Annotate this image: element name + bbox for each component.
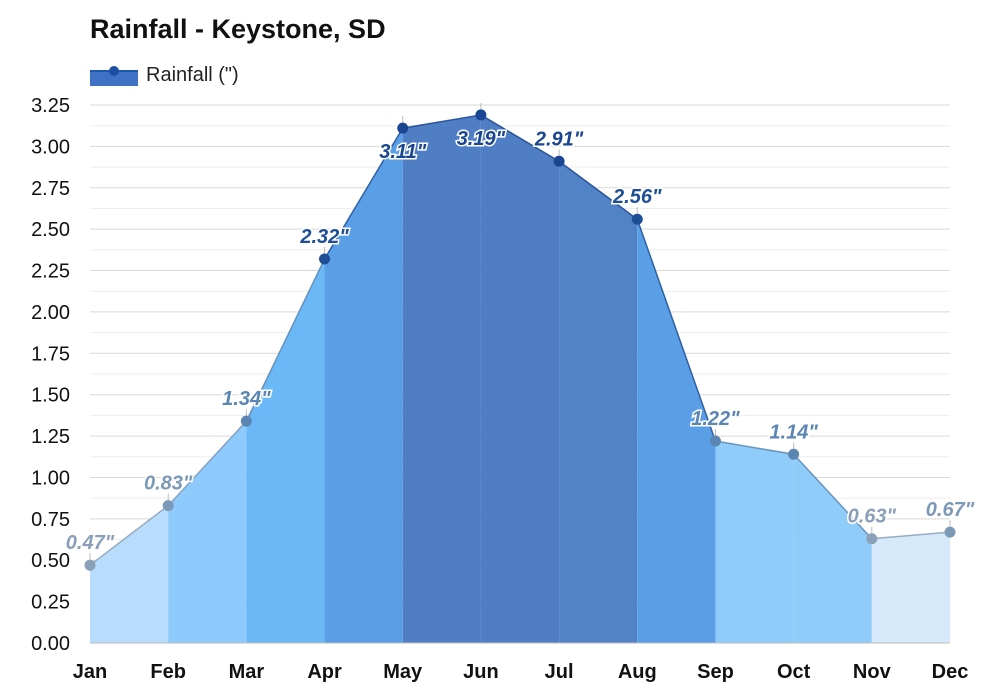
y-tick-label: 2.25 [31, 261, 70, 283]
area-segment-feb [168, 421, 247, 643]
line-segment-oct [793, 453, 873, 540]
data-label-aug: 2.56" [612, 186, 662, 208]
y-tick-label: 3.00 [31, 136, 70, 158]
area-segment-may [402, 114, 481, 643]
area-segment-oct [793, 454, 872, 643]
area-segment-sep [715, 441, 794, 643]
data-point-apr [319, 253, 331, 265]
data-label-jul: 2.91" [534, 128, 584, 150]
data-point-sep [709, 435, 721, 447]
data-point-mar [240, 415, 252, 427]
data-label-jan: 0.47" [66, 532, 115, 554]
legend[interactable]: Rainfall (") [90, 60, 239, 90]
data-point-may [397, 122, 409, 134]
y-tick-label: 0.25 [31, 592, 70, 614]
data-point-jun [475, 109, 487, 121]
area-segment-jan [90, 505, 169, 643]
legend-swatch-icon [90, 64, 138, 86]
x-tick-label-apr: Apr [307, 661, 342, 683]
y-tick-label: 2.75 [31, 178, 70, 200]
area-segment-aug [637, 219, 716, 643]
x-tick-label-sep: Sep [697, 661, 734, 683]
x-tick-label-dec: Dec [932, 661, 969, 683]
data-point-nov [866, 533, 878, 545]
data-point-oct [788, 448, 800, 460]
x-tick-label-nov: Nov [853, 661, 892, 683]
y-tick-label: 1.25 [31, 426, 70, 448]
line-segment-apr [323, 127, 404, 260]
chart-title: Rainfall - Keystone, SD [90, 14, 386, 44]
y-tick-label: 0.75 [31, 509, 70, 531]
line-segment-feb [167, 420, 247, 507]
data-point-dec [944, 526, 956, 538]
data-point-jul [553, 155, 565, 167]
data-label-oct: 1.14" [769, 421, 818, 443]
y-tick-label: 0.50 [31, 550, 70, 572]
x-tick-label-jul: Jul [545, 661, 574, 683]
y-tick-label: 1.75 [31, 343, 70, 365]
data-label-may: 3.11" [379, 141, 426, 163]
data-label-apr: 2.32" [299, 226, 349, 248]
data-label-dec: 0.67" [926, 499, 975, 521]
y-tick-label: 2.50 [31, 219, 70, 241]
line-segment-jul [558, 160, 638, 220]
area-segment-jul [559, 161, 638, 643]
line-segment-jun [480, 114, 560, 162]
line-segment-nov [871, 531, 951, 540]
data-label-mar: 1.34" [222, 388, 271, 410]
line-segment-may [402, 114, 482, 129]
data-point-feb [162, 500, 174, 512]
x-tick-label-jan: Jan [73, 661, 107, 683]
x-tick-label-feb: Feb [150, 661, 186, 683]
y-tick-label: 2.00 [31, 302, 70, 324]
x-tick-label-jun: Jun [463, 661, 499, 683]
line-segment-sep [715, 440, 794, 456]
area-segment-mar [246, 258, 325, 643]
data-label-feb: 0.83" [144, 473, 193, 495]
data-label-jun: 3.19" [457, 128, 506, 150]
data-label-nov: 0.63" [848, 506, 897, 528]
area-segment-nov [871, 532, 950, 643]
line-segment-aug [636, 218, 717, 442]
y-tick-label: 1.00 [31, 467, 70, 489]
data-point-aug [631, 213, 643, 225]
x-tick-label-oct: Oct [777, 661, 811, 683]
x-tick-label-may: May [383, 661, 423, 683]
y-tick-label: 1.50 [31, 385, 70, 407]
y-tick-label: 0.00 [31, 633, 70, 655]
x-tick-label-aug: Aug [618, 661, 657, 683]
data-label-sep: 1.22" [691, 408, 740, 430]
x-tick-label-mar: Mar [229, 661, 265, 683]
area-segment-jun [480, 114, 560, 643]
area-segment-apr [324, 128, 403, 643]
y-tick-label: 3.25 [31, 95, 70, 117]
legend-label: Rainfall (") [146, 63, 239, 86]
line-segment-jan [89, 505, 169, 566]
line-segment-mar [245, 258, 326, 422]
data-point-jan [84, 559, 96, 571]
